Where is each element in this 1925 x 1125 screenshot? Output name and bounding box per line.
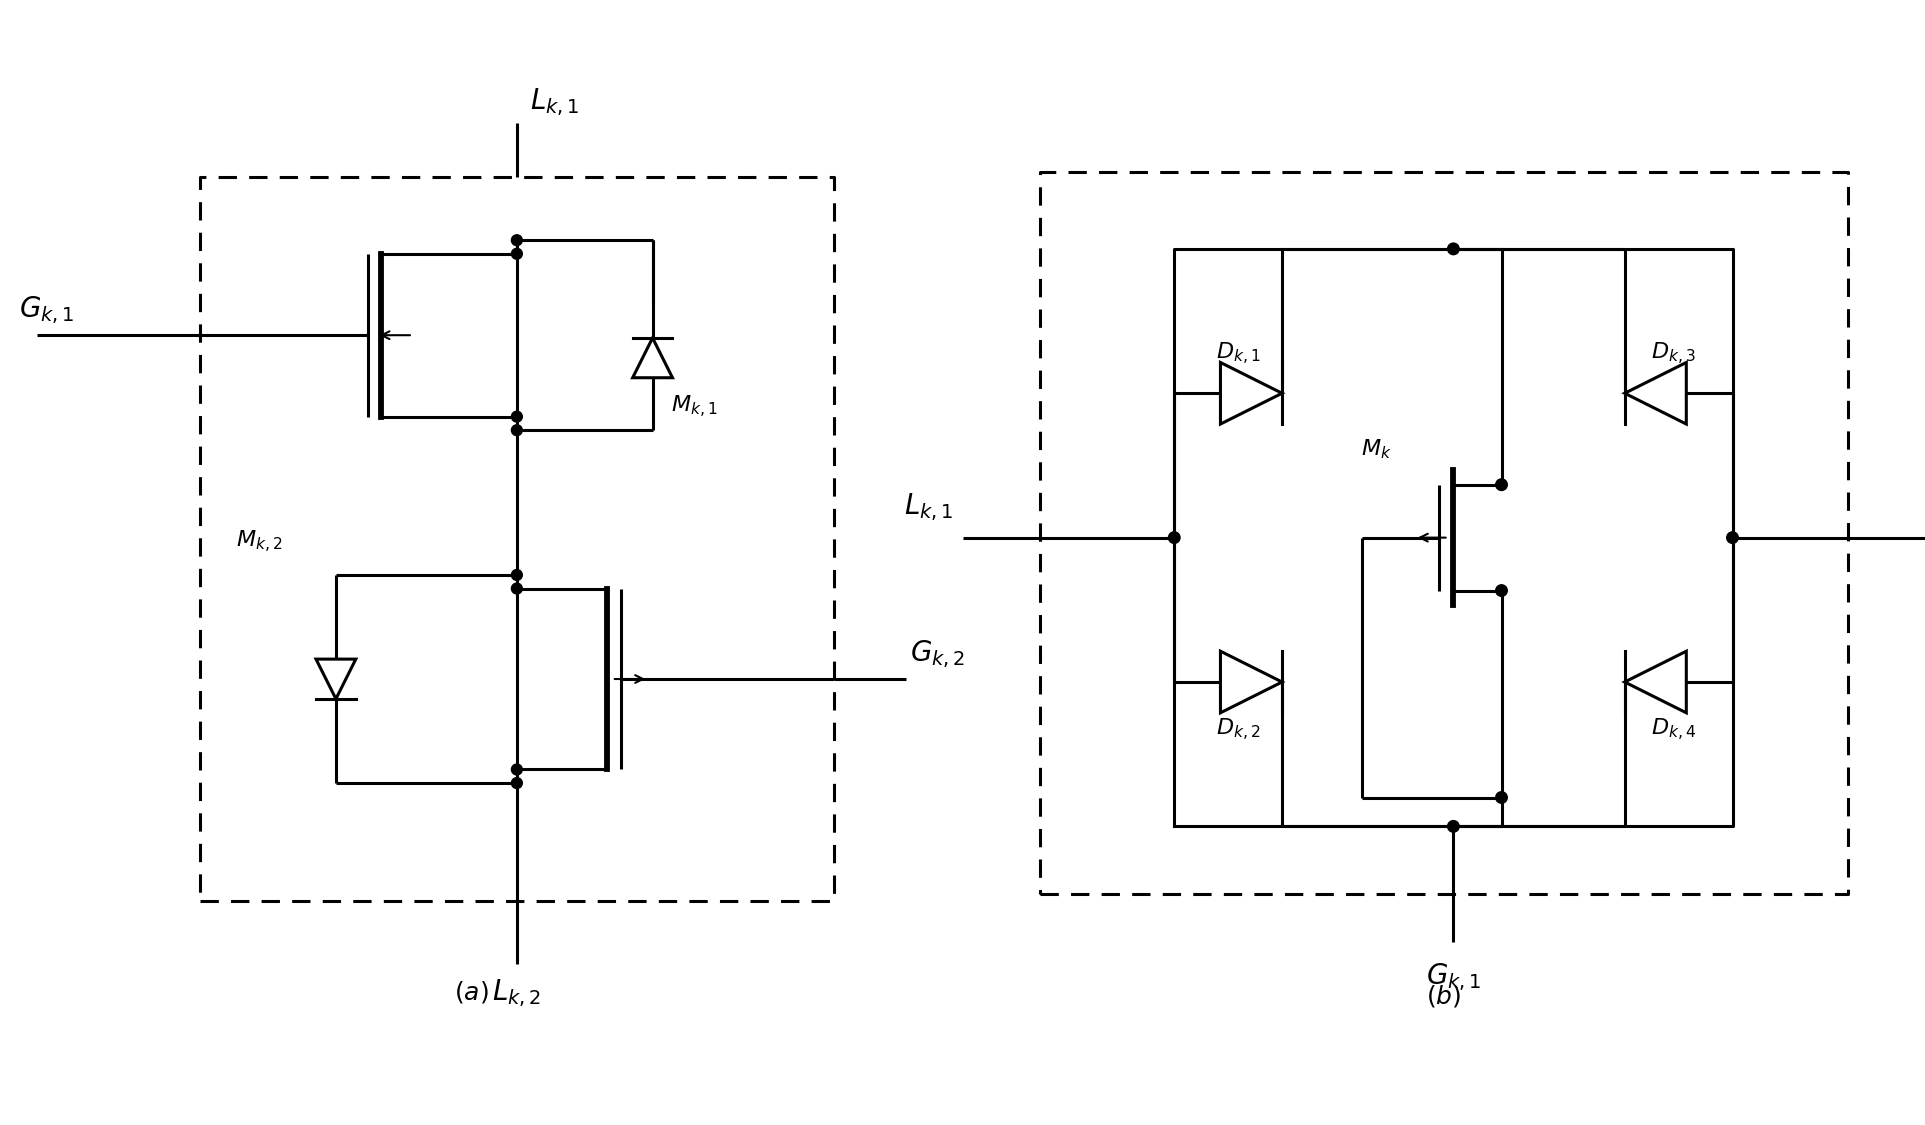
Polygon shape [1625, 651, 1686, 713]
Circle shape [1448, 243, 1459, 254]
Text: $M_{k,1}$: $M_{k,1}$ [670, 394, 718, 420]
Polygon shape [1220, 651, 1282, 713]
Circle shape [512, 425, 522, 435]
Circle shape [1727, 532, 1738, 543]
Circle shape [512, 249, 522, 259]
Circle shape [512, 777, 522, 789]
Polygon shape [316, 659, 356, 699]
Text: $L_{k,1}$: $L_{k,1}$ [903, 492, 953, 523]
Circle shape [1496, 585, 1507, 596]
Text: $(b)$: $(b)$ [1426, 983, 1461, 1009]
Circle shape [1168, 532, 1180, 543]
Text: $G_{k,1}$: $G_{k,1}$ [19, 295, 75, 326]
Text: $M_k$: $M_k$ [1361, 438, 1392, 461]
Polygon shape [1220, 362, 1282, 424]
Text: $D_{k,3}$: $D_{k,3}$ [1652, 341, 1696, 367]
Circle shape [512, 235, 522, 245]
Circle shape [512, 569, 522, 580]
Circle shape [1496, 479, 1507, 490]
Circle shape [512, 764, 522, 775]
Text: $(a)$: $(a)$ [454, 979, 489, 1005]
Circle shape [512, 412, 522, 422]
Text: $L_{k,1}$: $L_{k,1}$ [531, 87, 579, 118]
Text: $G_{k,2}$: $G_{k,2}$ [911, 638, 966, 670]
Circle shape [512, 583, 522, 594]
Text: $M_{k,2}$: $M_{k,2}$ [237, 529, 283, 556]
Text: $L_{k,2}$: $L_{k,2}$ [493, 978, 541, 1009]
Polygon shape [633, 338, 672, 378]
Text: $D_{k,4}$: $D_{k,4}$ [1652, 717, 1696, 742]
Circle shape [1496, 792, 1507, 803]
Polygon shape [1625, 362, 1686, 424]
Text: $D_{k,1}$: $D_{k,1}$ [1217, 341, 1261, 367]
Text: $D_{k,2}$: $D_{k,2}$ [1217, 717, 1261, 742]
Circle shape [1448, 820, 1459, 832]
Text: $G_{k,1}$: $G_{k,1}$ [1426, 961, 1480, 993]
